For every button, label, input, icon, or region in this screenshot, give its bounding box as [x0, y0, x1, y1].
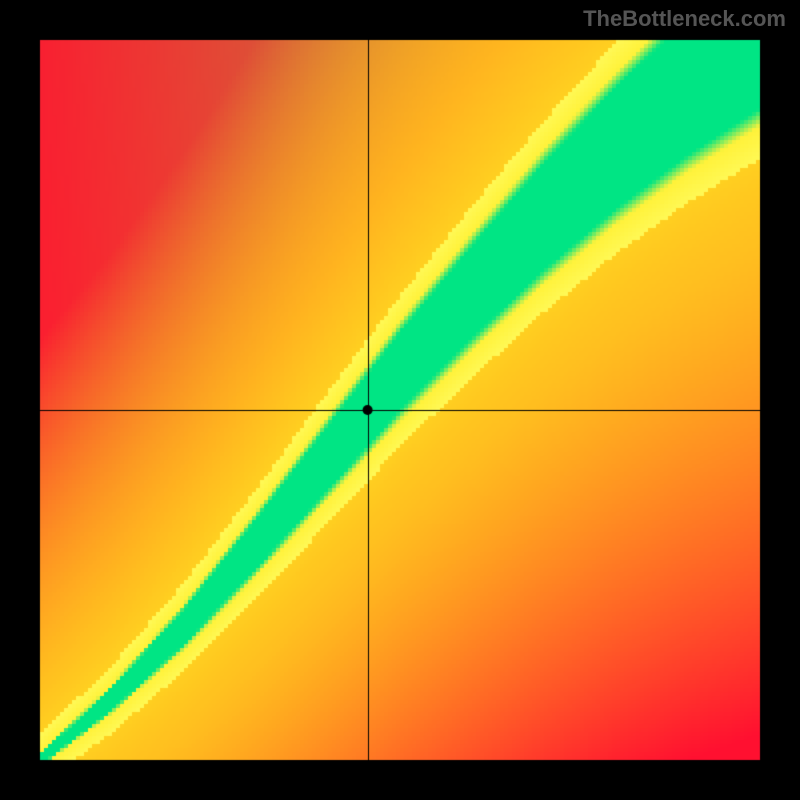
chart-container: TheBottleneck.com — [0, 0, 800, 800]
watermark-text: TheBottleneck.com — [583, 6, 786, 32]
bottleneck-heatmap — [0, 0, 800, 800]
